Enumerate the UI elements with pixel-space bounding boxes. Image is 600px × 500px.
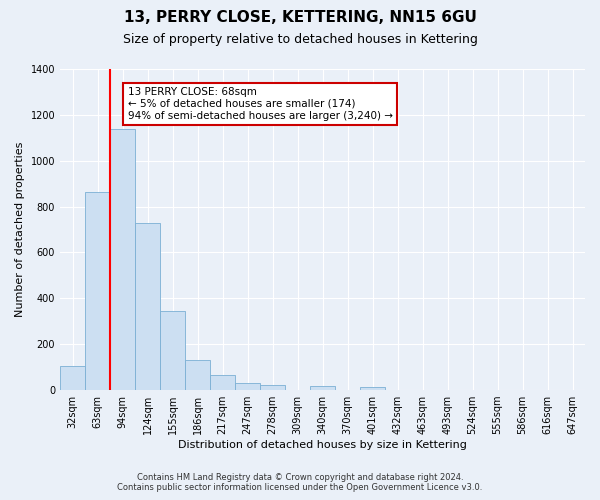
Bar — [85, 192, 110, 390]
Text: 13, PERRY CLOSE, KETTERING, NN15 6GU: 13, PERRY CLOSE, KETTERING, NN15 6GU — [124, 10, 476, 25]
Bar — [185, 360, 210, 390]
Y-axis label: Number of detached properties: Number of detached properties — [15, 142, 25, 317]
Bar — [360, 387, 385, 390]
X-axis label: Distribution of detached houses by size in Kettering: Distribution of detached houses by size … — [178, 440, 467, 450]
Bar — [110, 128, 135, 390]
Text: Contains HM Land Registry data © Crown copyright and database right 2024.
Contai: Contains HM Land Registry data © Crown c… — [118, 473, 482, 492]
Text: Size of property relative to detached houses in Kettering: Size of property relative to detached ho… — [122, 32, 478, 46]
Bar — [260, 385, 285, 390]
Bar — [60, 366, 85, 390]
Bar — [235, 382, 260, 390]
Bar — [160, 311, 185, 390]
Bar — [210, 375, 235, 390]
Bar — [310, 386, 335, 390]
Bar — [135, 222, 160, 390]
Text: 13 PERRY CLOSE: 68sqm
← 5% of detached houses are smaller (174)
94% of semi-deta: 13 PERRY CLOSE: 68sqm ← 5% of detached h… — [128, 88, 392, 120]
